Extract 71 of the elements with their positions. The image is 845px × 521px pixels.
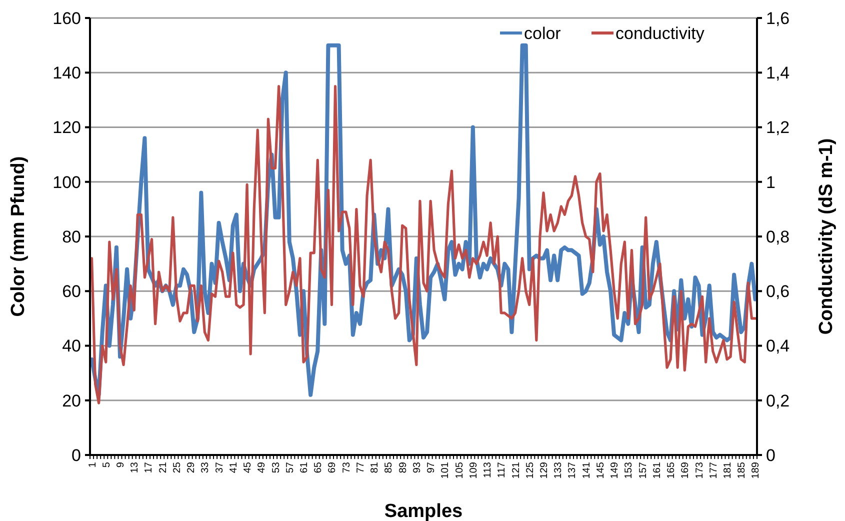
x-tick-label: 101 bbox=[440, 462, 452, 479]
y2-tick-label: 1,2 bbox=[766, 118, 790, 138]
legend-label: conductivity bbox=[616, 24, 705, 43]
x-tick-label: 13 bbox=[130, 462, 141, 474]
y2-tick-label: 1,6 bbox=[766, 8, 790, 28]
x-tick-label: 177 bbox=[708, 462, 720, 479]
x-tick-label: 1 bbox=[87, 462, 98, 468]
x-tick-label: 113 bbox=[482, 462, 494, 478]
x-tick-label: 5 bbox=[101, 462, 112, 468]
y2-tick-label: 1,4 bbox=[766, 64, 790, 83]
x-tick-label: 89 bbox=[398, 462, 409, 474]
x-tick-label: 141 bbox=[581, 462, 592, 479]
x-tick-label: 81 bbox=[370, 462, 381, 474]
x-tick-label: 37 bbox=[214, 462, 226, 474]
y2-tick-label: 0,6 bbox=[766, 282, 790, 302]
x-tick-label: 69 bbox=[327, 462, 338, 474]
x-tick-label: 161 bbox=[652, 462, 663, 479]
y2-tick-label: 0,4 bbox=[766, 336, 790, 356]
x-tick-label: 149 bbox=[610, 462, 621, 479]
x-tick-label: 153 bbox=[624, 462, 635, 479]
x-tick-label: 125 bbox=[524, 462, 536, 479]
x-tick-label: 33 bbox=[200, 462, 212, 474]
y2-tick-label: 0,2 bbox=[766, 391, 790, 410]
x-tick-label: 65 bbox=[313, 462, 324, 474]
y-axis-title: Color (mm Pfund) bbox=[8, 156, 29, 317]
x-tick-label: 169 bbox=[680, 462, 692, 479]
x-tick-label: 25 bbox=[172, 462, 183, 474]
x-tick-label: 29 bbox=[186, 462, 198, 474]
x-tick-label: 45 bbox=[242, 462, 254, 474]
x-axis-title: Samples bbox=[384, 501, 463, 521]
x-tick-label: 117 bbox=[496, 462, 508, 478]
x-tick-label: 41 bbox=[228, 462, 240, 474]
x-tick-label: 137 bbox=[567, 462, 578, 479]
x-tick-label: 17 bbox=[144, 462, 155, 474]
x-tick-label: 73 bbox=[341, 462, 352, 474]
y-tick-label: 60 bbox=[62, 282, 81, 302]
x-tick-label: 173 bbox=[694, 462, 706, 479]
x-tick-label: 109 bbox=[468, 462, 480, 479]
y-tick-label: 140 bbox=[52, 64, 81, 83]
y-tick-label: 40 bbox=[62, 336, 81, 356]
x-tick-label: 93 bbox=[412, 462, 423, 474]
x-tick-label: 121 bbox=[510, 462, 522, 479]
x-tick-label: 157 bbox=[638, 462, 649, 479]
x-tick-label: 57 bbox=[284, 462, 296, 474]
x-tick-label: 145 bbox=[595, 462, 606, 479]
y2-tick-label: 0 bbox=[766, 446, 776, 465]
y2-axis-title: Conductivity (dS m-1) bbox=[816, 138, 837, 335]
x-tick-label: 9 bbox=[115, 462, 126, 468]
y-tick-label: 80 bbox=[62, 227, 81, 246]
legend-label: color bbox=[524, 24, 562, 43]
y-tick-label: 20 bbox=[62, 391, 81, 410]
x-tick-label: 133 bbox=[553, 462, 564, 479]
y2-tick-label: 1 bbox=[766, 172, 776, 192]
x-tick-label: 165 bbox=[666, 462, 678, 479]
x-tick-label: 181 bbox=[722, 462, 734, 479]
x-tick-label: 189 bbox=[750, 462, 762, 479]
x-tick-label: 61 bbox=[299, 462, 310, 474]
x-tick-label: 49 bbox=[256, 462, 268, 474]
y-tick-label: 100 bbox=[52, 172, 81, 192]
x-tick-label: 21 bbox=[158, 462, 169, 474]
x-tick-label: 97 bbox=[426, 462, 438, 474]
x-tick-label: 185 bbox=[736, 462, 748, 479]
x-tick-label: 129 bbox=[538, 462, 550, 479]
x-tick-label: 77 bbox=[355, 462, 366, 474]
y-tick-label: 160 bbox=[52, 8, 81, 28]
y-tick-label: 0 bbox=[72, 446, 81, 465]
x-tick-label: 53 bbox=[270, 462, 282, 474]
x-tick-label: 105 bbox=[454, 462, 466, 479]
y2-tick-label: 0,8 bbox=[766, 227, 790, 246]
x-tick-label: 85 bbox=[384, 462, 395, 474]
y-tick-label: 120 bbox=[52, 118, 81, 138]
